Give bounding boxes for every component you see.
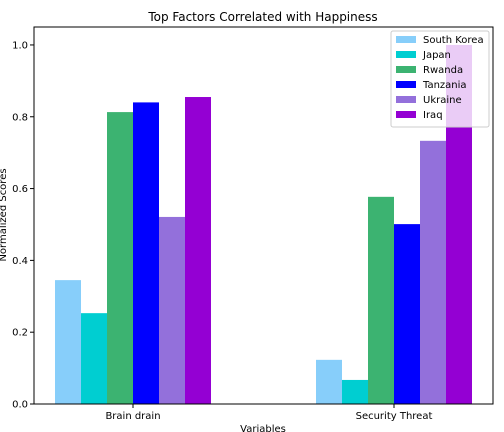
y-tick-label: 0.8	[12, 112, 28, 123]
bar-japan-brain-drain	[81, 313, 107, 404]
x-axis-label: Variables	[240, 424, 286, 432]
chart-title: Top Factors Correlated with Happiness	[147, 10, 377, 24]
bar-tanzania-brain-drain	[133, 102, 159, 405]
legend-label: Ukraine	[423, 95, 462, 106]
y-tick-label: 0.0	[12, 400, 28, 411]
y-axis-label: Normalized Scores	[0, 168, 9, 261]
y-tick-label: 0.6	[12, 184, 28, 195]
y-axis: 0.0 0.2 0.4 0.6 0.8 1.0	[12, 40, 34, 411]
legend-label: South Korea	[423, 35, 484, 46]
x-axis: Brain drain Security Threat	[105, 404, 432, 422]
x-tick-label: Brain drain	[105, 411, 160, 422]
bars-group	[55, 44, 472, 405]
legend-label: Rwanda	[423, 65, 463, 76]
bar-rwanda-security-threat	[368, 196, 394, 404]
bar-japan-security-threat	[342, 379, 368, 404]
legend-swatch	[396, 51, 416, 58]
y-tick-label: 0.2	[12, 328, 28, 339]
bar-ukraine-security-threat	[420, 140, 446, 404]
x-tick-label: Security Threat	[356, 411, 433, 422]
bar-iraq-brain-drain	[185, 97, 211, 404]
bar-rwanda-brain-drain	[107, 112, 133, 404]
plot-frame	[33, 26, 494, 405]
legend-swatch	[396, 81, 416, 88]
legend-label: Japan	[422, 50, 451, 61]
y-tick-label: 1.0	[12, 40, 28, 51]
y-tick-label: 0.4	[12, 256, 28, 267]
legend-swatch	[396, 111, 416, 118]
bar-south-korea-brain-drain	[55, 280, 81, 404]
legend-swatch	[396, 36, 416, 43]
legend-label: Iraq	[423, 110, 443, 121]
legend: South Korea Japan Rwanda Tanzania Ukraine Ira…	[390, 30, 490, 128]
legend-label: Tanzania	[422, 80, 467, 91]
legend-swatch	[396, 66, 416, 73]
bar-south-korea-security-threat	[316, 359, 342, 404]
legend-swatch	[396, 96, 416, 103]
bar-ukraine-brain-drain	[159, 216, 185, 404]
bar-tanzania-security-threat	[394, 224, 420, 404]
